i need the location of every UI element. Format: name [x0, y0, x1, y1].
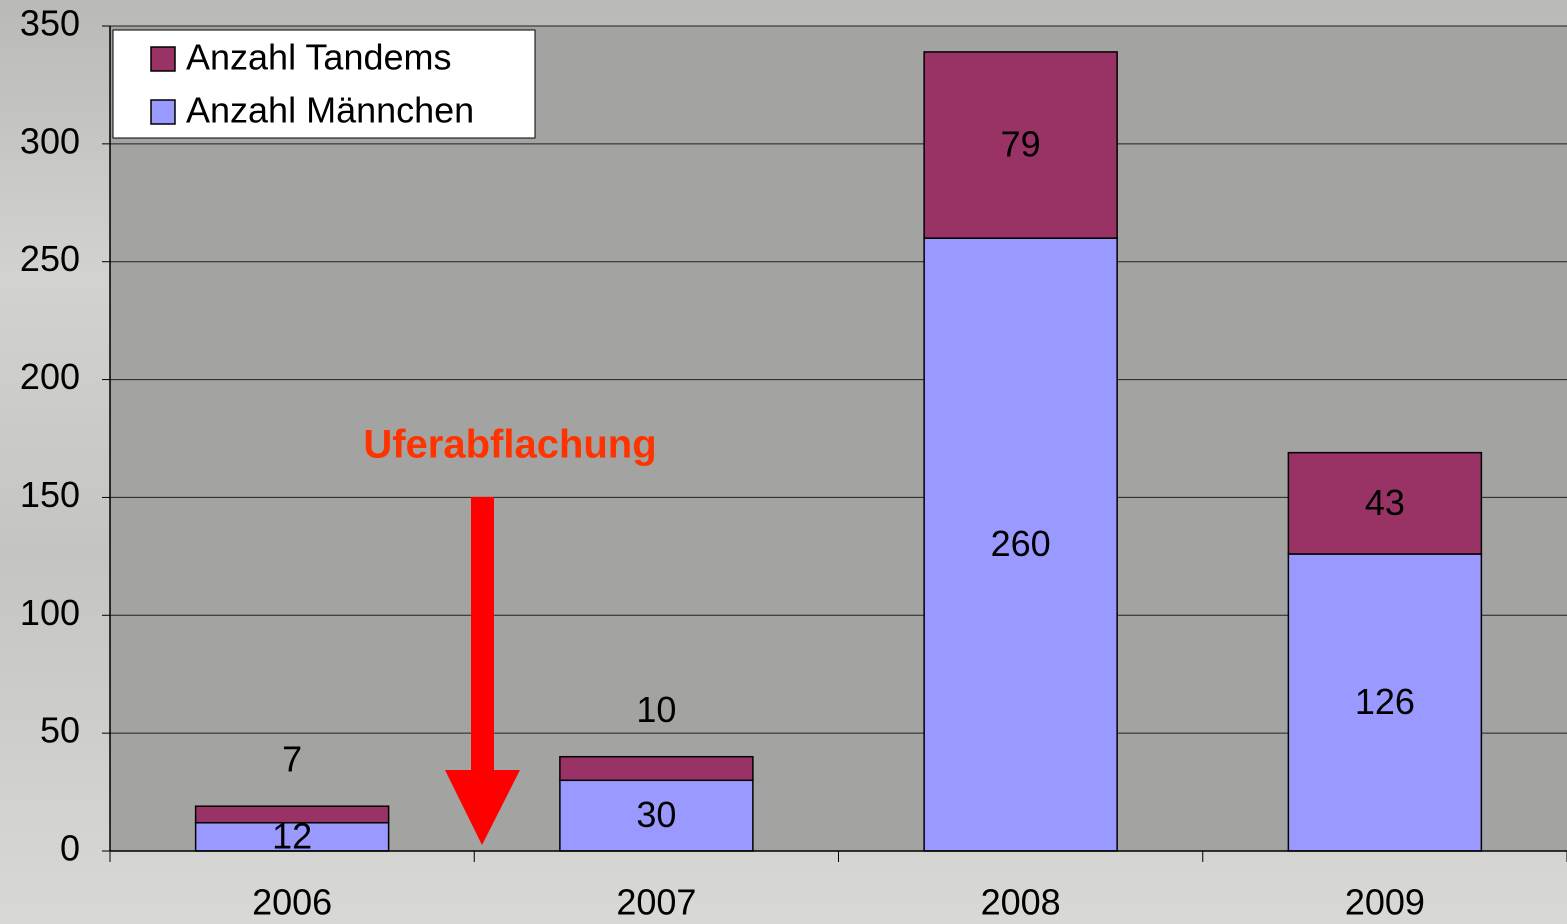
- data-label: 260: [991, 523, 1051, 564]
- x-tick-label: 2007: [616, 882, 696, 923]
- bar-segment: [923, 237, 1118, 852]
- y-tick-label: 100: [20, 592, 80, 633]
- bar-segment: [1287, 451, 1483, 555]
- bar-segment: [1287, 553, 1483, 852]
- arrow-shaft: [471, 497, 494, 772]
- y-tick-label: 300: [20, 120, 80, 161]
- data-label: 10: [636, 689, 676, 730]
- y-tick-label: 200: [20, 356, 80, 397]
- annotation: Uferabflachung: [363, 423, 656, 467]
- bar-segment: [559, 755, 754, 782]
- bars: [194, 51, 1483, 852]
- x-tick-label: 2008: [981, 882, 1061, 923]
- legend: Anzahl Tandems Anzahl Männchen: [112, 29, 536, 139]
- legend-label: Anzahl Männchen: [186, 90, 474, 131]
- y-tick-label: 50: [40, 710, 80, 751]
- y-tick-label: 350: [20, 3, 80, 44]
- legend-box: [112, 29, 536, 139]
- data-label: 126: [1355, 681, 1415, 722]
- x-tick-label: 2009: [1345, 882, 1425, 923]
- y-tick-label: 150: [20, 474, 80, 515]
- bar-segment: [194, 805, 390, 824]
- data-label: 12: [272, 815, 312, 856]
- legend-swatch: [150, 99, 176, 125]
- bar-segment: [923, 51, 1118, 239]
- bar-segment: [559, 779, 754, 852]
- y-tick-label: 0: [60, 828, 80, 869]
- x-tick-label: 2006: [252, 882, 332, 923]
- data-label: 79: [1001, 124, 1041, 165]
- arrow-head: [445, 770, 520, 845]
- legend-swatch: [150, 46, 176, 72]
- y-tick-label: 250: [20, 238, 80, 279]
- data-label: 30: [636, 794, 676, 835]
- data-label: 7: [282, 739, 302, 780]
- data-label: 43: [1365, 482, 1405, 523]
- bar-segment: [194, 821, 390, 852]
- legend-label: Anzahl Tandems: [186, 37, 452, 78]
